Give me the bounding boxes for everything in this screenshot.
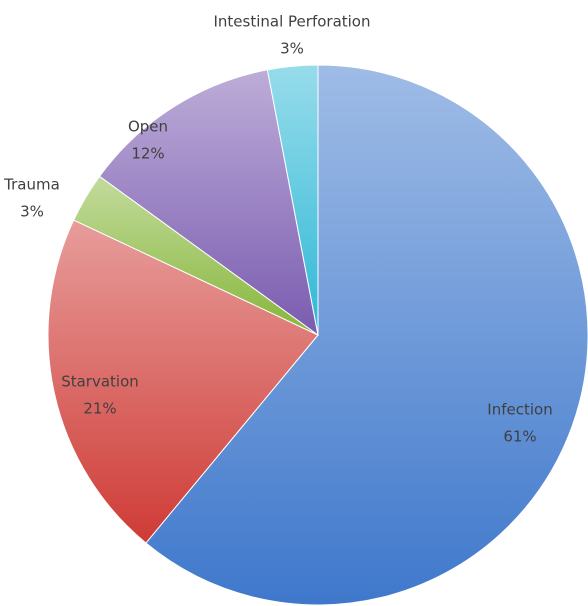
slice-label: Trauma [3,176,60,194]
value-label: 3% [20,203,44,221]
slice-label: Starvation [61,373,139,391]
pie-slice [266,64,319,336]
pie-slice [98,69,319,337]
value-label: 3% [280,40,304,58]
slice-label: Intestinal Perforation [214,13,371,31]
slice-label: Infection [487,401,552,419]
value-label: 61% [503,428,536,446]
pie-slice [145,64,588,606]
pie-slice [47,219,319,544]
value-label: 12% [131,145,164,163]
value-label: 21% [83,400,116,418]
slice-label: Open [128,118,168,136]
